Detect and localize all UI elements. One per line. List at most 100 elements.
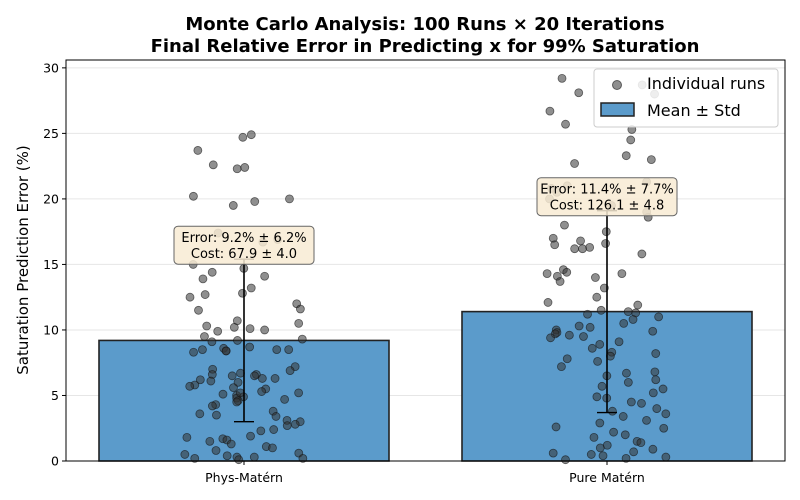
x-tick-label: Pure Matérn (569, 470, 645, 485)
data-point (250, 197, 260, 206)
data-point (280, 395, 290, 404)
data-point (646, 155, 656, 164)
data-point (298, 453, 308, 463)
x-axis: Phys-Matérn Pure Matérn (205, 461, 645, 485)
data-point (189, 347, 198, 357)
data-point (232, 397, 242, 407)
data-point (297, 334, 307, 344)
data-point (592, 292, 602, 302)
data-point (226, 439, 236, 449)
data-point (586, 450, 596, 459)
annotation-error-text: Error: 9.2% ± 6.2% (181, 231, 306, 246)
data-point (295, 304, 305, 314)
data-point (211, 446, 221, 455)
data-point (206, 376, 216, 386)
data-point (557, 73, 567, 83)
data-point (619, 319, 629, 328)
data-point (218, 389, 228, 399)
data-point (648, 444, 658, 454)
data-point (589, 433, 599, 442)
annotation-error-text: Error: 11.4% ± 7.7% (540, 183, 673, 198)
legend: Individual runs Mean ± Std (593, 68, 779, 128)
y-tick-label: 0 (51, 454, 59, 469)
data-point (661, 409, 671, 419)
data-point (270, 374, 280, 383)
data-point (622, 368, 631, 378)
data-point (182, 433, 192, 442)
data-point (661, 452, 671, 462)
legend-bar-marker (600, 102, 635, 117)
annotation-cost-text: Cost: 67.9 ± 4.0 (191, 247, 297, 262)
data-point (285, 194, 294, 204)
data-point (561, 455, 570, 465)
data-point (650, 367, 660, 377)
data-point (260, 325, 270, 335)
data-point (542, 269, 552, 279)
data-point (238, 288, 247, 298)
data-point (557, 362, 566, 372)
data-point (578, 244, 587, 254)
data-point (198, 345, 207, 355)
data-point (285, 366, 295, 375)
data-point (658, 384, 668, 394)
legend-box (593, 68, 779, 128)
data-point (597, 381, 607, 391)
data-point (585, 242, 595, 252)
data-point (190, 453, 200, 463)
data-point (560, 220, 569, 230)
data-point (637, 398, 646, 408)
chart-subtitle: Final Relative Error in Predicting x for… (151, 36, 700, 57)
plot-frame (65, 59, 786, 462)
data-point (234, 455, 244, 465)
x-tick-label: Phys-Matérn (205, 470, 283, 485)
data-point (222, 451, 232, 461)
data-point (194, 305, 203, 315)
data-point (561, 119, 570, 129)
data-point (618, 412, 628, 421)
data-point (651, 349, 661, 358)
data-point (271, 412, 281, 421)
data-point (185, 292, 195, 302)
data-point (621, 453, 631, 463)
data-point (246, 130, 256, 140)
data-point (208, 160, 218, 170)
data-point (614, 337, 624, 347)
data-point (562, 354, 572, 364)
data-point (546, 333, 555, 343)
data-point (282, 421, 292, 431)
data-point (543, 298, 553, 307)
data-point (636, 438, 646, 448)
data-point (626, 135, 636, 145)
data-point (628, 315, 638, 324)
data-point (562, 267, 572, 277)
data-point (551, 422, 561, 432)
data-point (246, 283, 256, 293)
data-point (245, 324, 255, 334)
legend-label-mean-std: Mean ± Std (647, 101, 741, 120)
data-point (212, 410, 221, 420)
legend-label-individual: Individual runs (647, 74, 765, 93)
data-point (637, 249, 647, 259)
data-point (585, 322, 595, 332)
data-point (587, 343, 597, 353)
data-point (228, 201, 238, 210)
data-point (240, 163, 250, 172)
data-point (548, 448, 558, 458)
data-point (229, 383, 238, 393)
data-point (221, 346, 231, 356)
data-point (245, 342, 255, 352)
data-point (185, 381, 195, 391)
data-point (626, 397, 636, 407)
data-point (623, 307, 633, 317)
data-point (576, 236, 585, 246)
y-tick-label: 20 (43, 191, 59, 206)
data-point (659, 423, 669, 433)
data-point (294, 319, 304, 328)
data-point (193, 146, 203, 155)
y-tick-label: 5 (51, 388, 59, 403)
data-point (213, 326, 223, 336)
y-tick-label: 15 (43, 257, 59, 272)
data-point (238, 132, 248, 142)
data-point (550, 240, 560, 250)
data-point (208, 401, 217, 411)
